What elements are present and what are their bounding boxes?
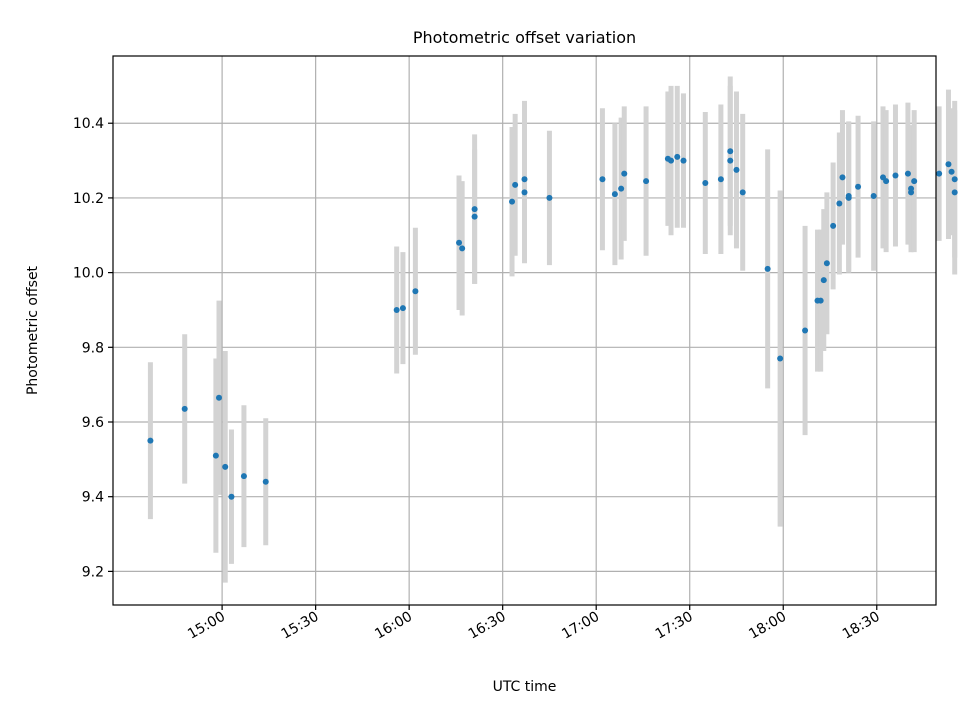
data-point: [546, 194, 553, 201]
data-point: [727, 157, 734, 164]
error-bars: [147, 76, 958, 583]
data-point: [456, 239, 463, 246]
data-point: [936, 170, 943, 177]
data-point: [951, 189, 958, 196]
data-point: [674, 153, 681, 160]
data-point: [471, 206, 478, 213]
data-point: [908, 185, 915, 192]
x-axis: 15:00 15:30 16:00 16:30 17:00 17:30 18:00 18:30: [185, 605, 883, 643]
data-point: [509, 198, 516, 205]
data-point: [820, 277, 827, 284]
data-point: [777, 355, 784, 362]
x-tick-label: 15:00: [185, 609, 228, 643]
x-tick-label: 18:00: [746, 609, 789, 643]
data-point: [512, 181, 519, 188]
data-point: [240, 473, 247, 480]
data-point: [870, 193, 877, 200]
x-tick-label: 15:30: [279, 609, 322, 643]
data-point: [521, 189, 528, 196]
y-axis-label: Photometric offset: [25, 265, 41, 395]
data-point: [215, 394, 222, 401]
x-tick-label: 16:00: [372, 609, 415, 643]
data-point: [262, 478, 269, 485]
data-point: [817, 297, 824, 304]
data-point: [459, 245, 466, 252]
x-axis-label: UTC time: [493, 679, 557, 695]
data-point: [892, 172, 899, 179]
data-point: [717, 176, 724, 183]
data-point: [668, 157, 675, 164]
data-point: [883, 178, 890, 185]
y-tick-label: 9.8: [82, 340, 104, 356]
data-point: [228, 493, 235, 500]
data-point: [680, 157, 687, 164]
x-tick-label: 16:30: [466, 609, 509, 643]
data-point: [904, 170, 911, 177]
data-point: [727, 148, 734, 155]
data-point: [739, 189, 746, 196]
data-point: [399, 305, 406, 312]
data-point: [147, 437, 154, 444]
data-point: [802, 327, 809, 334]
data-point: [643, 178, 650, 185]
data-point: [618, 185, 625, 192]
data-point: [702, 179, 709, 186]
data-point: [212, 452, 219, 459]
y-tick-label: 9.6: [82, 415, 104, 431]
y-axis: 9.2 9.4 9.6 9.8 10.0 10.2 10.4: [73, 116, 113, 580]
data-point: [830, 222, 837, 229]
y-tick-label: 10.0: [73, 266, 104, 282]
y-tick-label: 10.2: [73, 191, 104, 207]
y-tick-label: 10.4: [73, 116, 104, 132]
data-point: [611, 191, 618, 198]
data-point: [823, 260, 830, 267]
data-point: [845, 194, 852, 201]
data-point: [836, 200, 843, 207]
data-point: [621, 170, 628, 177]
x-tick-label: 17:30: [653, 609, 696, 643]
data-point: [412, 288, 419, 295]
data-point: [764, 265, 771, 272]
chart-title: Photometric offset variation: [413, 28, 636, 47]
data-point: [521, 176, 528, 183]
data-points: [147, 148, 958, 500]
data-point: [948, 168, 955, 175]
data-point: [839, 174, 846, 181]
y-tick-label: 9.2: [82, 564, 104, 580]
data-point: [733, 166, 740, 173]
data-point: [181, 405, 188, 412]
data-point: [599, 176, 606, 183]
data-point: [855, 183, 862, 190]
data-point: [945, 161, 952, 168]
data-point: [951, 176, 958, 183]
y-tick-label: 9.4: [82, 490, 104, 506]
data-point: [911, 178, 918, 185]
x-tick-label: 18:30: [840, 609, 883, 643]
data-point: [393, 306, 400, 313]
x-tick-label: 17:00: [559, 609, 602, 643]
plot-area: [112, 55, 937, 606]
data-point: [222, 463, 229, 470]
data-point: [471, 213, 478, 220]
